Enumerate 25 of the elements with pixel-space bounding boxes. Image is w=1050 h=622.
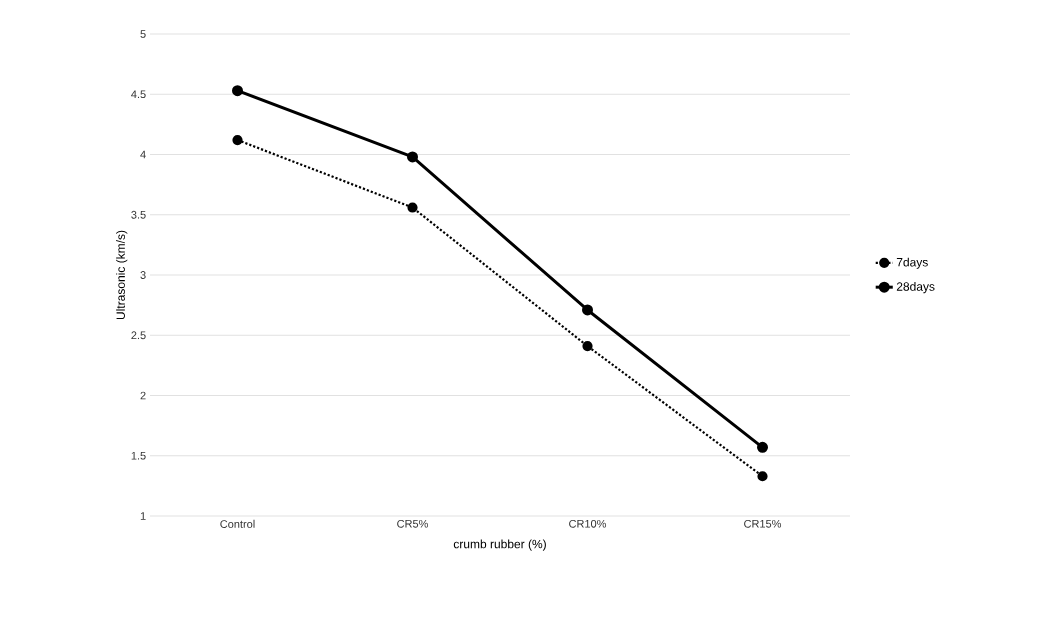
y-tick-label: 5 — [140, 30, 146, 38]
x-tick-label: Control — [220, 519, 255, 528]
point — [407, 151, 418, 163]
point — [232, 134, 243, 146]
y-tick-label: 1.5 — [131, 451, 146, 460]
point — [757, 471, 768, 482]
point — [582, 341, 593, 352]
legend-label: 28days — [896, 282, 935, 294]
y-tick-label: 1 — [140, 512, 146, 520]
point — [582, 304, 593, 316]
y-tick-label: 3.5 — [131, 210, 146, 219]
x-axis-title: crumb rubber (%) — [453, 539, 546, 551]
y-tick-label: 4 — [140, 150, 146, 159]
y-tick-label: 3 — [140, 271, 146, 279]
legend-label: 7days — [896, 257, 928, 269]
point — [232, 85, 243, 97]
y-tick-label: 2 — [140, 391, 146, 400]
x-tick-label: CR15% — [744, 519, 782, 528]
y-tick-label: 4.5 — [131, 90, 146, 99]
y-tick-label: 2.5 — [131, 331, 146, 340]
x-tick-label: CR5% — [397, 519, 428, 528]
point — [407, 202, 418, 213]
point — [757, 441, 769, 453]
x-tick-label: CR10% — [569, 519, 607, 528]
y-axis-title: Ultrasonic (km/s) — [116, 230, 128, 320]
